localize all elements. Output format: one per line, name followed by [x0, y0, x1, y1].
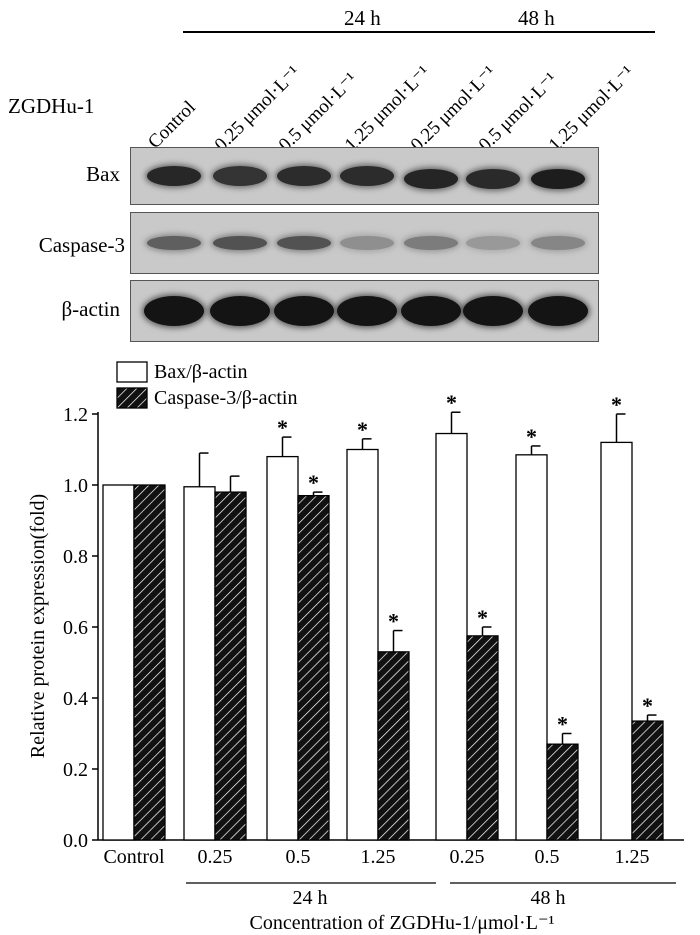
- x-tick-label: Control: [103, 846, 165, 868]
- legend-label-bax: Bax/β-actin: [154, 361, 247, 383]
- y-tick-label: 1.0: [63, 475, 88, 497]
- band-Caspase-3-2: [277, 236, 331, 250]
- x-tick-label: 1.25: [615, 846, 650, 868]
- group-label-24h: 24 h: [293, 887, 328, 909]
- significance-marker: *: [357, 417, 368, 442]
- legend-swatch-caspase3: [116, 387, 148, 409]
- y-axis-title: Relative protein expression(fold): [27, 494, 49, 758]
- y-tick-label: 0.0: [63, 830, 88, 852]
- band-Caspase-3-5: [466, 236, 520, 250]
- bar-caspase3: [466, 635, 499, 841]
- bar-caspase3: [297, 494, 330, 841]
- significance-marker: *: [611, 392, 622, 417]
- time-label-24h: 24 h: [344, 6, 381, 30]
- band-Bax-3: [340, 166, 394, 186]
- band-Bax-0: [147, 166, 201, 186]
- band-beta_actin-2: [274, 296, 334, 326]
- y-tick-label: 0.6: [63, 617, 88, 639]
- band-Bax-1: [213, 166, 267, 186]
- band-Caspase-3-6: [531, 236, 585, 250]
- bar-bax: [515, 454, 548, 841]
- row-label-caspase3: Caspase-3: [38, 233, 125, 257]
- band-Bax-2: [277, 166, 331, 186]
- y-tick-label: 0.4: [63, 688, 88, 710]
- row-label-beta-actin: β-actin: [61, 297, 121, 321]
- band-beta_actin-1: [210, 296, 270, 326]
- time-bracket-24h: [183, 31, 598, 33]
- significance-marker: *: [277, 415, 288, 440]
- bar-bax: [102, 484, 135, 841]
- blot-strip-beta-actin: [130, 280, 599, 342]
- band-beta_actin-0: [144, 296, 204, 326]
- legend-swatch-bax: [116, 361, 148, 383]
- band-beta_actin-3: [337, 296, 397, 326]
- bar-bax: [183, 486, 216, 841]
- x-tick-label: 0.5: [535, 846, 560, 868]
- band-beta_actin-5: [463, 296, 523, 326]
- band-beta_actin-4: [401, 296, 461, 326]
- x-tick-label: 0.25: [198, 846, 233, 868]
- significance-marker: *: [642, 693, 653, 718]
- group-label-48h: 48 h: [531, 887, 566, 909]
- bar-caspase3: [546, 743, 579, 841]
- significance-marker: *: [388, 609, 399, 634]
- significance-marker: *: [477, 605, 488, 630]
- treatment-label: ZGDHu-1: [8, 94, 95, 118]
- x-axis-title: Concentration of ZGDHu-1/μmol·L⁻¹: [250, 912, 555, 934]
- bar-bax: [266, 455, 299, 841]
- significance-marker: *: [308, 470, 319, 495]
- legend-label-caspase3: Caspase-3/β-actin: [154, 387, 297, 409]
- time-bracket-48h: [470, 31, 655, 33]
- band-Bax-6: [531, 169, 585, 189]
- bar-caspase3: [214, 491, 247, 841]
- bar-bax: [346, 448, 379, 841]
- x-tick-label: 0.25: [450, 846, 485, 868]
- bar-bax: [435, 432, 468, 841]
- y-tick-label: 1.2: [63, 404, 88, 426]
- x-tick-label: 1.25: [361, 846, 396, 868]
- time-label-48h: 48 h: [518, 6, 555, 30]
- significance-marker: *: [526, 424, 537, 449]
- blot-strip-bax: [130, 147, 599, 205]
- significance-marker: *: [557, 712, 568, 737]
- bar-caspase3: [133, 484, 166, 841]
- significance-marker: *: [446, 390, 457, 415]
- y-tick-label: 0.8: [63, 546, 88, 568]
- band-beta_actin-6: [528, 296, 588, 326]
- band-Caspase-3-0: [147, 236, 201, 250]
- row-label-bax: Bax: [86, 162, 120, 186]
- bar-caspase3: [631, 720, 664, 841]
- y-tick-label: 0.2: [63, 759, 88, 781]
- band-Caspase-3-3: [340, 236, 394, 250]
- bar-caspase3: [377, 651, 410, 841]
- x-tick-label: 0.5: [286, 846, 311, 868]
- blot-strip-caspase3: [130, 212, 599, 274]
- band-Caspase-3-1: [213, 236, 267, 250]
- band-Bax-5: [466, 169, 520, 189]
- bar-bax: [600, 441, 633, 841]
- band-Caspase-3-4: [404, 236, 458, 250]
- band-Bax-4: [404, 169, 458, 189]
